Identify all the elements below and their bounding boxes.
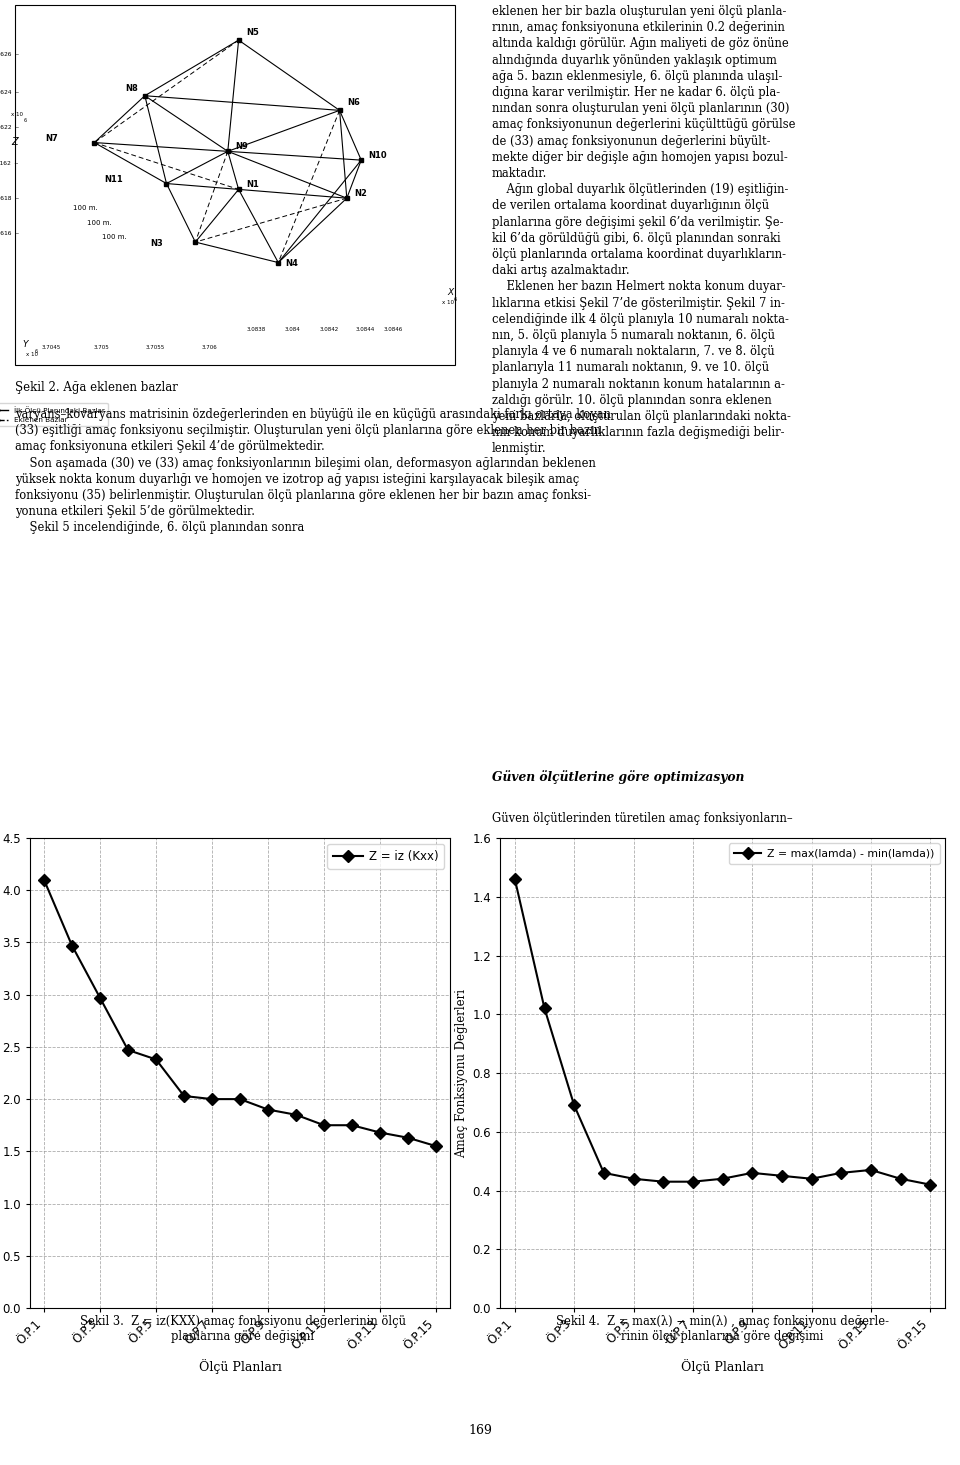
Z = max(lamda) - min(lamda))	[747, 1165, 758, 1182]
Text: 100 m.: 100 m.	[87, 220, 112, 226]
Z = max(lamda) - min(lamda))	[539, 999, 550, 1017]
Text: N10: N10	[369, 151, 387, 160]
Z = iz (Kxx)	[347, 1116, 358, 1134]
Text: Y: Y	[22, 340, 28, 350]
Text: varyans–kovaryans matrisinin özdeğerlerinden en büyüğü ile en küçüğü arasındaki : varyans–kovaryans matrisinin özdeğerleri…	[15, 407, 611, 535]
Text: 4.1622 ~: 4.1622 ~	[0, 126, 18, 130]
Line: Z = iz (Kxx): Z = iz (Kxx)	[39, 875, 441, 1150]
Text: Şekil 3.  Z = iz(KXX) amaç fonksiyonu değerlerinin ölçü
planlarına göre değişimi: Şekil 3. Z = iz(KXX) amaç fonksiyonu değ…	[80, 1316, 405, 1343]
Z = iz (Kxx)	[262, 1100, 274, 1118]
Y-axis label: Amaç Fonksiyonu Değlerleri: Amaç Fonksiyonu Değlerleri	[455, 989, 468, 1157]
Text: 3.0842: 3.0842	[319, 327, 338, 333]
Text: 4.1618 ~: 4.1618 ~	[0, 196, 18, 201]
X-axis label: Ölçü Planları: Ölçü Planları	[199, 1360, 281, 1374]
Text: Güven ölçütlerinden türetilen amaç fonksiyonların–: Güven ölçütlerinden türetilen amaç fonks…	[492, 812, 793, 825]
Text: eklenen her bir bazla oluşturulan yeni ölçü planla-
rının, amaç fonksiyonuna etk: eklenen her bir bazla oluşturulan yeni ö…	[492, 4, 796, 456]
Z = iz (Kxx)	[290, 1106, 301, 1124]
Z = iz (Kxx)	[234, 1090, 246, 1108]
Text: N5: N5	[246, 28, 258, 37]
Text: 4.1626 ~: 4.1626 ~	[0, 53, 18, 57]
Z = max(lamda) - min(lamda))	[628, 1171, 639, 1188]
Text: N1: N1	[246, 180, 258, 189]
Z = iz (Kxx)	[179, 1087, 190, 1105]
Legend: İlk Ölçü Planındaki Bazlar, Eklenen Bazlar: İlk Ölçü Planındaki Bazlar, Eklenen Bazl…	[0, 403, 108, 426]
Text: 3.705: 3.705	[94, 344, 109, 350]
Text: N3: N3	[150, 239, 163, 248]
Text: Güven ölçütlerine göre optimizasyon: Güven ölçütlerine göre optimizasyon	[492, 771, 744, 784]
Text: 6: 6	[453, 296, 456, 302]
Text: 3.0838: 3.0838	[247, 327, 266, 333]
Text: Z: Z	[12, 138, 18, 148]
Text: N2: N2	[354, 189, 367, 198]
Z = max(lamda) - min(lamda))	[598, 1165, 610, 1182]
Text: 4.1616 ~: 4.1616 ~	[0, 231, 18, 236]
Z = iz (Kxx)	[94, 989, 106, 1006]
Z = max(lamda) - min(lamda))	[895, 1171, 906, 1188]
Text: N4: N4	[285, 259, 299, 268]
Text: 6: 6	[24, 119, 27, 123]
Z = iz (Kxx)	[430, 1137, 442, 1154]
Z = max(lamda) - min(lamda))	[568, 1096, 580, 1113]
Z = iz (Kxx)	[206, 1090, 218, 1108]
Z = iz (Kxx)	[374, 1124, 386, 1141]
Z = max(lamda) - min(lamda))	[717, 1171, 729, 1188]
Z = max(lamda) - min(lamda))	[509, 870, 520, 888]
Text: Şekil 2. Ağa eklenen bazlar: Şekil 2. Ağa eklenen bazlar	[15, 381, 178, 394]
Text: 3.084: 3.084	[285, 327, 300, 333]
Text: 4.162 ~: 4.162 ~	[0, 161, 18, 166]
Text: N11: N11	[105, 174, 123, 183]
Text: 3.7045: 3.7045	[41, 344, 60, 350]
Text: x 10: x 10	[11, 113, 23, 117]
Text: X: X	[447, 287, 454, 297]
Z = max(lamda) - min(lamda))	[776, 1168, 787, 1185]
Z = iz (Kxx)	[66, 936, 78, 954]
Text: N7: N7	[45, 133, 59, 142]
Z = max(lamda) - min(lamda))	[805, 1171, 817, 1188]
Text: N6: N6	[347, 98, 360, 107]
Text: 100 m.: 100 m.	[102, 234, 127, 240]
X-axis label: Ölçü Planları: Ölçü Planları	[681, 1360, 764, 1374]
Text: 6: 6	[35, 349, 38, 355]
Text: 4.1624 ~: 4.1624 ~	[0, 91, 18, 95]
Z = max(lamda) - min(lamda))	[835, 1165, 847, 1182]
Text: Şekil 4.  Z = max(λ) − min(λ) , amaç fonksiyonu değerle-
rinin ölçü planlarına g: Şekil 4. Z = max(λ) − min(λ) , amaç fonk…	[556, 1316, 889, 1343]
Z = max(lamda) - min(lamda))	[658, 1173, 669, 1191]
Text: 3.706: 3.706	[202, 344, 218, 350]
Text: x 10: x 10	[26, 352, 37, 357]
Z = max(lamda) - min(lamda))	[924, 1176, 936, 1194]
Z = max(lamda) - min(lamda))	[687, 1173, 699, 1191]
Z = iz (Kxx)	[122, 1042, 133, 1059]
Text: 3.0844: 3.0844	[355, 327, 374, 333]
Z = iz (Kxx)	[38, 872, 50, 889]
Line: Z = max(lamda) - min(lamda)): Z = max(lamda) - min(lamda))	[511, 875, 935, 1190]
Text: 3.7055: 3.7055	[146, 344, 165, 350]
Z = iz (Kxx)	[402, 1130, 414, 1147]
Z = max(lamda) - min(lamda))	[865, 1162, 876, 1179]
Text: 3.0846: 3.0846	[384, 327, 403, 333]
Z = iz (Kxx)	[319, 1116, 330, 1134]
Text: x 10: x 10	[443, 299, 454, 305]
Z = iz (Kxx)	[150, 1050, 161, 1068]
Legend: Z = max(lamda) - min(lamda)): Z = max(lamda) - min(lamda))	[729, 844, 940, 864]
Legend: Z = iz (Kxx): Z = iz (Kxx)	[327, 844, 444, 869]
Text: N8: N8	[125, 84, 137, 92]
Text: N9: N9	[235, 142, 248, 151]
Text: 169: 169	[468, 1424, 492, 1437]
Text: 100 m.: 100 m.	[73, 205, 98, 211]
